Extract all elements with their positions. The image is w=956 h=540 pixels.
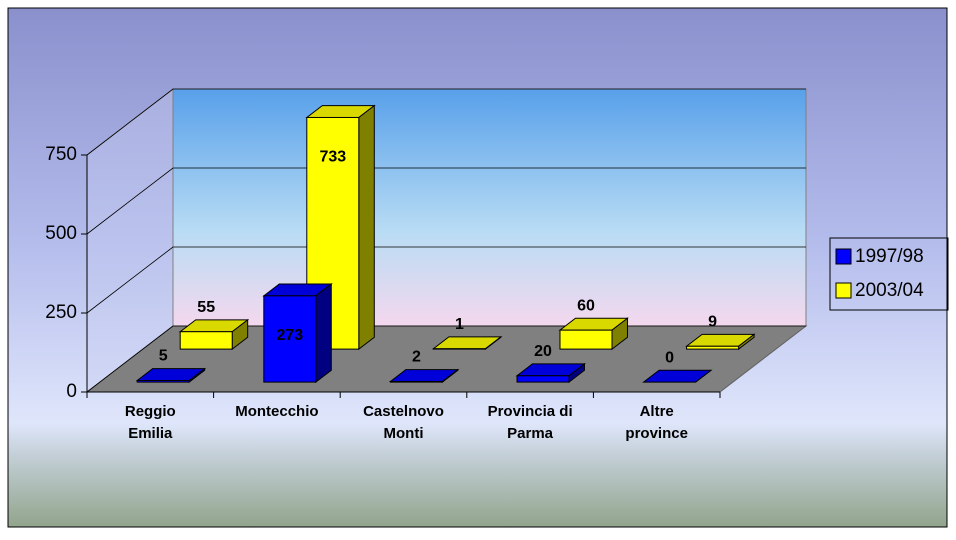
bar-side: [359, 106, 374, 350]
data-label: 0: [665, 349, 674, 366]
x-tick-label: Montecchio: [235, 403, 318, 420]
bar-side: [316, 284, 331, 382]
data-label: 60: [577, 297, 595, 314]
bar: [137, 381, 189, 383]
x-tick-label-line: Parma: [507, 425, 554, 442]
x-tick-label-line: province: [625, 425, 688, 442]
legend-label: 2003/04: [855, 280, 924, 301]
data-label: 9: [708, 313, 717, 330]
bar: [560, 330, 612, 349]
bar-3d: [560, 318, 627, 349]
y-tick-label: 0: [66, 381, 77, 402]
back-wall: [173, 89, 806, 326]
data-label: 55: [197, 299, 215, 316]
data-label: 1: [455, 316, 464, 333]
bar: [687, 346, 739, 349]
x-tick-label-line: Montecchio: [235, 403, 318, 420]
bar-3d: [180, 320, 247, 349]
x-tick-label-line: Castelnovo: [363, 403, 444, 420]
legend-swatch: [836, 249, 851, 264]
data-label: 2: [412, 349, 421, 366]
x-tick-label-line: Provincia di: [488, 403, 573, 420]
y-tick-label: 500: [45, 223, 77, 244]
y-tick-label: 250: [45, 302, 77, 323]
x-tick-label-line: Emilia: [128, 425, 173, 442]
x-tick-label-line: Altre: [640, 403, 674, 420]
bar: [180, 332, 232, 349]
bar: [390, 381, 442, 382]
data-label: 5: [159, 348, 168, 365]
data-label: 733: [319, 149, 346, 166]
legend-swatch: [836, 283, 851, 298]
bar: [517, 376, 569, 382]
legend-label: 1997/98: [855, 246, 924, 267]
y-tick-label: 750: [45, 144, 77, 165]
x-tick-label-line: Monti: [384, 425, 424, 442]
x-tick-label-line: Reggio: [125, 403, 176, 420]
data-label: 273: [276, 327, 303, 344]
data-label: 20: [534, 343, 552, 360]
